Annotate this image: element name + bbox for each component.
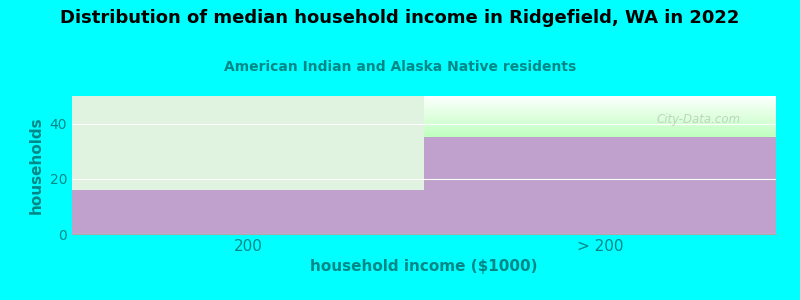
Text: American Indian and Alaska Native residents: American Indian and Alaska Native reside… bbox=[224, 60, 576, 74]
Bar bbox=[72, 190, 424, 234]
Bar bbox=[72, 96, 424, 234]
Bar bbox=[424, 137, 776, 234]
Y-axis label: households: households bbox=[29, 116, 44, 214]
Text: City-Data.com: City-Data.com bbox=[656, 112, 741, 126]
Text: Distribution of median household income in Ridgefield, WA in 2022: Distribution of median household income … bbox=[60, 9, 740, 27]
X-axis label: household income ($1000): household income ($1000) bbox=[310, 260, 538, 274]
